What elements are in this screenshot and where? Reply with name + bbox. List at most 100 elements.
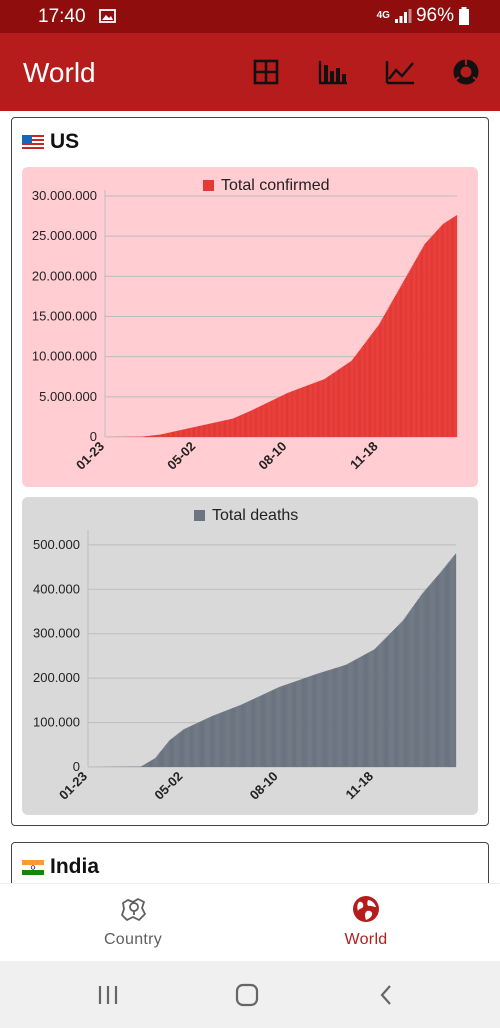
bar	[416, 257, 418, 437]
bar	[159, 752, 161, 767]
bar	[332, 668, 334, 767]
card-header: India	[22, 855, 99, 879]
bar	[191, 427, 193, 437]
bar	[228, 419, 230, 437]
bar	[357, 352, 359, 437]
bar	[322, 379, 324, 437]
bar	[340, 368, 342, 437]
bar	[173, 736, 175, 767]
bar-series	[105, 215, 458, 437]
bar	[251, 699, 253, 767]
bar	[426, 588, 428, 767]
bar	[160, 434, 162, 437]
bar	[255, 697, 257, 767]
bar	[426, 241, 428, 437]
bar	[413, 263, 415, 437]
bar	[291, 391, 293, 437]
bar	[432, 235, 434, 437]
country-card-india[interactable]: India	[11, 842, 489, 883]
bar	[294, 390, 296, 437]
bar	[381, 641, 383, 767]
bar	[149, 435, 151, 437]
bar	[375, 647, 378, 767]
bar	[220, 712, 222, 767]
bar	[233, 707, 235, 767]
bar	[418, 253, 420, 437]
bar	[415, 601, 418, 767]
bar	[169, 739, 172, 767]
bar	[311, 383, 313, 437]
bar	[289, 683, 291, 767]
bar	[330, 374, 332, 437]
bar	[235, 417, 237, 437]
bar	[241, 414, 243, 437]
bar	[449, 560, 451, 767]
bar	[284, 394, 286, 437]
country-card-us[interactable]: US Total confirmed 0 5.000.000 10.000.000 15…	[11, 117, 489, 826]
bar	[407, 613, 409, 767]
system-navigation-bar	[0, 961, 500, 1028]
bar	[240, 414, 242, 437]
table-view-button[interactable]	[249, 55, 283, 89]
bar	[391, 302, 393, 437]
bar	[309, 676, 311, 767]
bar	[302, 387, 304, 437]
bar	[152, 435, 154, 437]
bar	[450, 559, 452, 767]
bar	[265, 693, 267, 767]
line-chart-view-button[interactable]	[383, 55, 417, 89]
bar-chart-view-button[interactable]	[316, 55, 350, 89]
bar	[203, 424, 205, 437]
bar	[161, 749, 163, 767]
content-scroll[interactable]: US Total confirmed 0 5.000.000 10.000.000 15…	[0, 111, 500, 883]
bar	[152, 759, 154, 767]
bar	[434, 233, 436, 437]
bar	[163, 747, 165, 767]
bar	[386, 636, 388, 767]
bar	[439, 227, 441, 437]
bar	[347, 363, 349, 437]
bar	[349, 361, 351, 437]
nav-country[interactable]: Country	[33, 894, 233, 949]
bar	[327, 670, 329, 767]
bar	[185, 728, 187, 767]
bar	[290, 683, 292, 767]
bar	[239, 705, 241, 767]
bar	[143, 436, 145, 437]
bar	[239, 415, 242, 437]
bar	[390, 303, 392, 437]
recent-apps-button[interactable]	[88, 979, 128, 1011]
donut-chart-view-button[interactable]	[449, 55, 483, 89]
bar	[205, 719, 207, 767]
bar	[407, 273, 409, 437]
bar	[155, 435, 157, 437]
bar	[160, 751, 162, 767]
nav-world[interactable]: World	[266, 894, 466, 949]
bar	[251, 410, 253, 437]
bar	[372, 650, 374, 767]
bar	[428, 239, 430, 437]
bar	[239, 415, 241, 437]
bar	[266, 402, 268, 437]
bar	[391, 631, 393, 767]
bar	[448, 219, 450, 437]
bar	[245, 702, 247, 767]
bar	[451, 558, 453, 767]
bar	[191, 725, 194, 767]
bar	[343, 366, 345, 437]
bar	[318, 381, 320, 437]
back-button[interactable]	[367, 979, 407, 1011]
country-name: US	[50, 130, 80, 153]
bar	[299, 679, 301, 767]
bar	[296, 389, 298, 437]
bar	[257, 407, 259, 437]
bar	[398, 624, 400, 767]
bar	[187, 428, 190, 437]
bar	[258, 696, 260, 767]
bar	[310, 384, 312, 437]
bar	[420, 250, 422, 437]
bar	[144, 764, 146, 767]
home-button[interactable]	[227, 979, 267, 1011]
bar	[212, 715, 214, 767]
bar	[248, 701, 250, 767]
